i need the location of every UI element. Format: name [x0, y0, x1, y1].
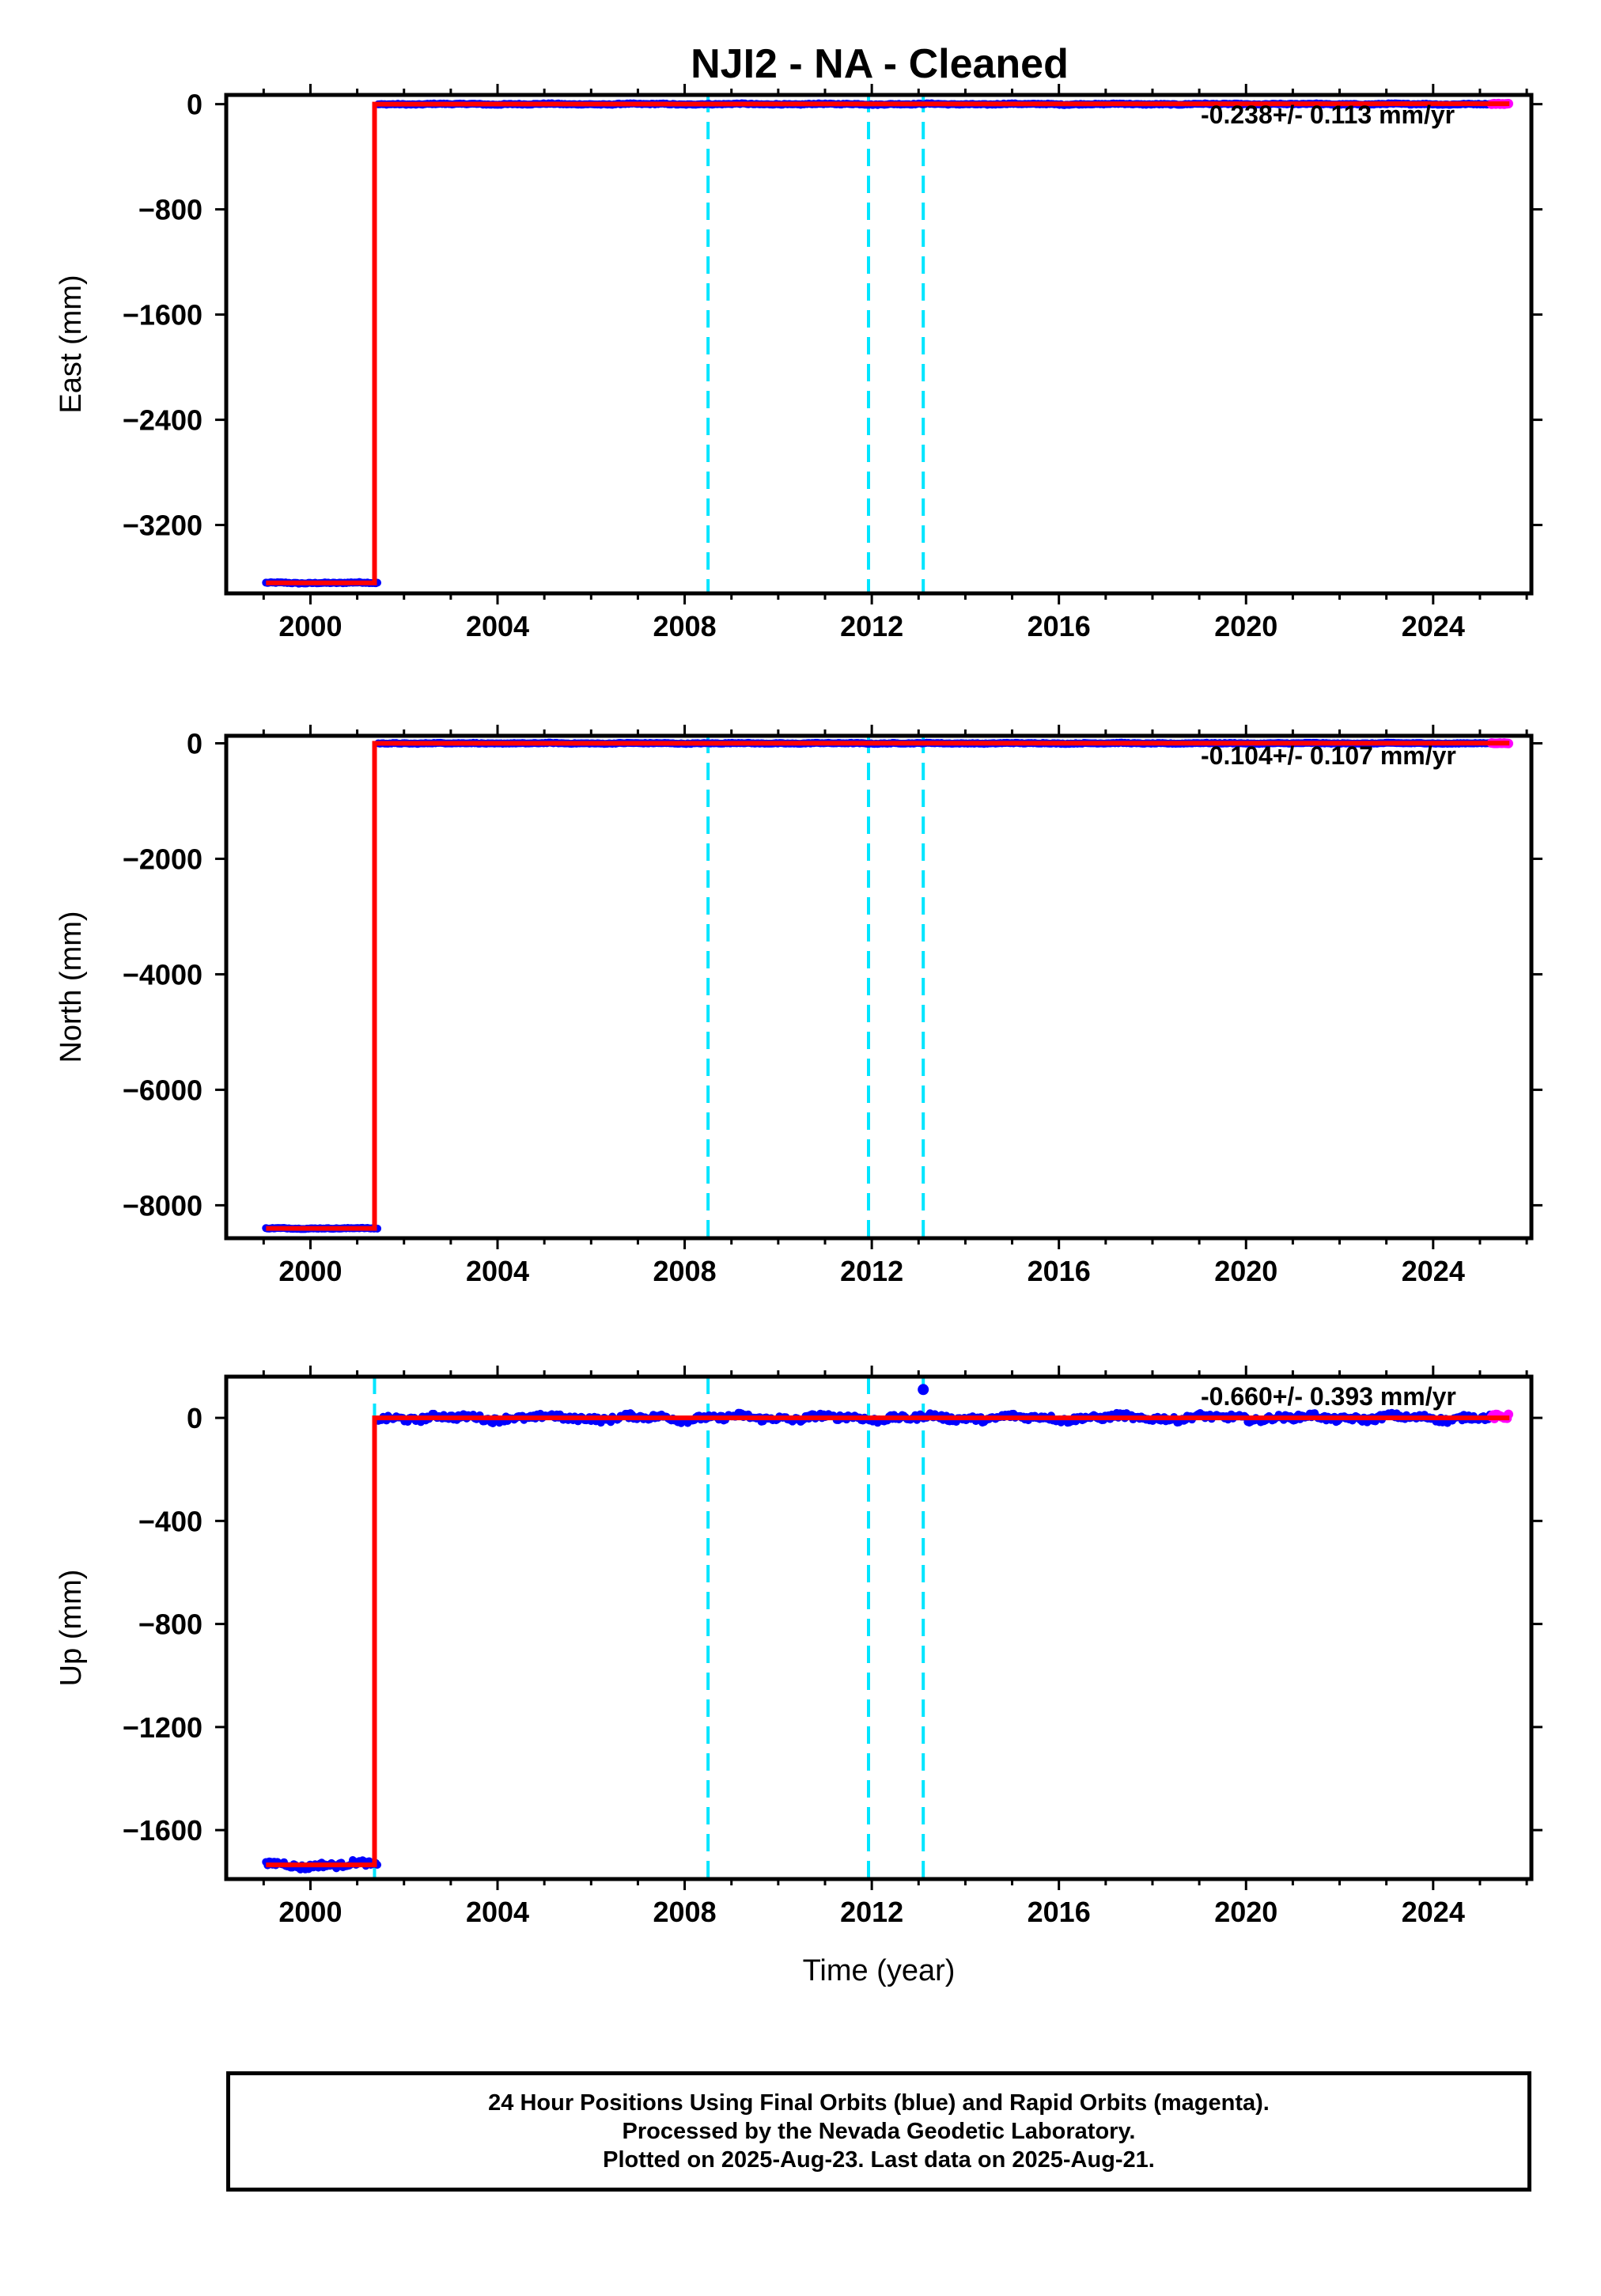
- footer-line-2: Processed by the Nevada Geodetic Laborat…: [622, 2119, 1136, 2144]
- x-axis-label: Time (year): [803, 1954, 956, 1987]
- y-tick-label: 0: [187, 727, 202, 760]
- rate-annotation: -0.104+/- 0.107 mm/yr: [1201, 741, 1456, 770]
- rate-annotation: -0.660+/- 0.393 mm/yr: [1201, 1382, 1456, 1411]
- y-tick-label: −800: [138, 1608, 202, 1641]
- y-axis-label: East (mm): [55, 275, 88, 413]
- x-tick-label: 2000: [278, 610, 342, 642]
- x-tick-label: 2024: [1402, 610, 1465, 642]
- y-tick-label: −1600: [123, 1814, 202, 1847]
- model-line: [266, 101, 1510, 585]
- x-tick-label: 2008: [653, 610, 717, 642]
- data-layer: [262, 1377, 1514, 1879]
- x-tick-label: 2016: [1028, 1896, 1091, 1928]
- y-tick-label: −8000: [123, 1189, 202, 1222]
- panel-up-mm-: 2000 2004 2008 2012 2016 2020 2024 0 −400 −800 −12…: [55, 1366, 1542, 1987]
- x-tick-label: 2004: [466, 1255, 529, 1287]
- y-tick-label: −800: [138, 194, 202, 226]
- final-orbit-points: [262, 99, 1494, 588]
- final-orbit-points: [262, 1408, 1494, 1874]
- data-layer: [262, 95, 1514, 593]
- y-tick-label: 0: [187, 1402, 202, 1434]
- x-tick-label: 2000: [278, 1255, 342, 1287]
- y-tick-label: −2400: [123, 404, 202, 437]
- x-tick-label: 2004: [466, 610, 529, 642]
- y-tick-label: −400: [138, 1505, 202, 1537]
- plot-frame: [224, 733, 1534, 1241]
- rate-annotation: -0.238+/- 0.113 mm/yr: [1201, 100, 1455, 129]
- panel-north-mm-: 2000 2004 2008 2012 2016 2020 2024 0 −2000 −4000 −…: [55, 725, 1542, 1287]
- outlier-point: [918, 1384, 929, 1396]
- chart-panels: 2000 2004 2008 2012 2016 2020 2024 0 −800 −1600 −2…: [55, 84, 1542, 1987]
- x-tick-label: 2012: [840, 1896, 903, 1928]
- x-tick-label: 2008: [653, 1896, 717, 1928]
- footer-line-1: 24 Hour Positions Using Final Orbits (bl…: [488, 2090, 1270, 2116]
- x-tick-label: 2020: [1214, 1255, 1277, 1287]
- x-tick-label: 2000: [278, 1896, 342, 1928]
- y-axis-label: Up (mm): [55, 1570, 88, 1687]
- footer-line-3: Plotted on 2025-Aug-23. Last data on 202…: [603, 2147, 1155, 2173]
- model-line: [266, 741, 1510, 1231]
- plot-frame: [224, 1374, 1534, 1881]
- y-tick-label: 0: [187, 89, 202, 121]
- y-axis-label: North (mm): [55, 911, 88, 1063]
- x-tick-label: 2012: [840, 1255, 903, 1287]
- chart-title: NJI2 - NA - Cleaned: [691, 41, 1069, 87]
- data-layer: [262, 736, 1514, 1238]
- x-tick-label: 2016: [1028, 610, 1091, 642]
- y-tick-label: −2000: [123, 843, 202, 875]
- x-tick-label: 2024: [1402, 1896, 1465, 1928]
- x-tick-label: 2020: [1214, 610, 1277, 642]
- x-tick-label: 2008: [653, 1255, 717, 1287]
- y-tick-label: −3200: [123, 510, 202, 542]
- x-tick-label: 2016: [1028, 1255, 1091, 1287]
- y-tick-label: −1200: [123, 1711, 202, 1744]
- y-tick-label: −4000: [123, 958, 202, 991]
- y-tick-label: −6000: [123, 1074, 202, 1106]
- y-tick-label: −1600: [123, 299, 202, 332]
- plot-frame: [224, 93, 1534, 596]
- x-tick-label: 2012: [840, 610, 903, 642]
- x-tick-label: 2024: [1402, 1255, 1465, 1287]
- panel-east-mm-: 2000 2004 2008 2012 2016 2020 2024 0 −800 −1600 −2…: [55, 84, 1542, 642]
- model-line: [266, 1415, 1510, 1868]
- x-tick-label: 2004: [466, 1896, 529, 1928]
- final-orbit-points: [262, 738, 1494, 1233]
- x-tick-label: 2020: [1214, 1896, 1277, 1928]
- footer-caption-box: 24 Hour Positions Using Final Orbits (bl…: [226, 2071, 1531, 2192]
